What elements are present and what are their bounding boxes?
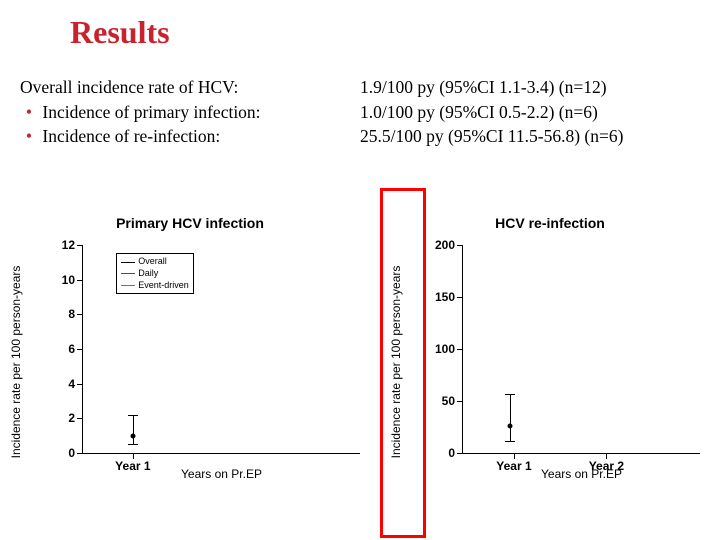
y-tick [77, 314, 83, 315]
y-tick-label: 4 [68, 377, 75, 391]
y-tick [77, 418, 83, 419]
row-label: Incidence of re-infection: [38, 126, 220, 146]
row-value: 1.9/100 py (95%CI 1.1-3.4) (n=12) [360, 75, 700, 100]
y-tick-label: 12 [62, 238, 75, 252]
page-title: Results [70, 14, 170, 51]
row-value: 25.5/100 py (95%CI 11.5-56.8) (n=6) [360, 124, 700, 149]
y-tick [77, 245, 83, 246]
y-tick [77, 349, 83, 350]
y-tick-label: 0 [448, 446, 455, 460]
plot-inner: Years on Pr.EP 024681012Year 1OverallDai… [82, 245, 360, 454]
row-primary: • Incidence of primary infection: 1.0/10… [20, 100, 700, 125]
legend-item: Event-driven [121, 280, 189, 292]
y-tick [77, 280, 83, 281]
legend: OverallDailyEvent-driven [116, 253, 194, 294]
chart-reinfection: HCV re-infection Incidence rate per 100 … [380, 205, 720, 540]
row-overall: Overall incidence rate of HCV: 1.9/100 p… [20, 75, 700, 100]
legend-swatch [121, 285, 135, 286]
x-axis-label: Years on Pr.EP [181, 467, 262, 481]
y-tick-label: 2 [68, 411, 75, 425]
y-axis-label: Incidence rate per 100 person-years [9, 265, 23, 458]
y-tick [457, 245, 463, 246]
x-tick-label: Year 1 [115, 459, 150, 473]
row-label: Overall incidence rate of HCV: [20, 77, 238, 97]
data-point [508, 424, 513, 429]
legend-label: Event-driven [138, 280, 189, 292]
data-point [130, 433, 135, 438]
x-tick-label: Year 2 [589, 459, 624, 473]
plot-area: Incidence rate per 100 person-years Year… [52, 239, 370, 484]
error-cap [128, 415, 138, 416]
y-tick [457, 453, 463, 454]
y-tick-label: 50 [442, 394, 455, 408]
y-axis-label: Incidence rate per 100 person-years [389, 265, 403, 458]
error-bar [133, 415, 134, 444]
row-value: 1.0/100 py (95%CI 0.5-2.2) (n=6) [360, 100, 700, 125]
y-tick-label: 0 [68, 446, 75, 460]
incidence-text: Overall incidence rate of HCV: 1.9/100 p… [20, 75, 700, 149]
row-label: Incidence of primary infection: [38, 102, 261, 122]
chart-title: HCV re-infection [380, 215, 720, 231]
legend-item: Overall [121, 256, 189, 268]
y-tick [457, 349, 463, 350]
y-tick-label: 100 [435, 342, 455, 356]
legend-label: Overall [138, 256, 167, 268]
plot-area: Incidence rate per 100 person-years Year… [432, 239, 710, 484]
y-tick [457, 297, 463, 298]
error-bar [510, 394, 511, 441]
chart-title: Primary HCV infection [0, 215, 380, 231]
y-tick [77, 453, 83, 454]
legend-swatch [121, 262, 135, 263]
row-reinfection: • Incidence of re-infection: 25.5/100 py… [20, 124, 700, 149]
y-tick-label: 6 [68, 342, 75, 356]
y-tick [457, 401, 463, 402]
error-cap [128, 444, 138, 445]
plot-inner: Years on Pr.EP 050100150200Year 1Year 2 [462, 245, 700, 454]
chart-primary: Primary HCV infection Incidence rate per… [0, 205, 380, 540]
y-tick [77, 384, 83, 385]
y-tick-label: 10 [62, 273, 75, 287]
y-tick-label: 8 [68, 307, 75, 321]
y-tick-label: 150 [435, 290, 455, 304]
legend-label: Daily [138, 268, 158, 280]
x-tick-label: Year 1 [496, 459, 531, 473]
charts-container: Primary HCV infection Incidence rate per… [0, 205, 720, 540]
legend-item: Daily [121, 268, 189, 280]
y-tick-label: 200 [435, 238, 455, 252]
error-cap [505, 394, 515, 395]
legend-swatch [121, 273, 135, 274]
error-cap [505, 441, 515, 442]
